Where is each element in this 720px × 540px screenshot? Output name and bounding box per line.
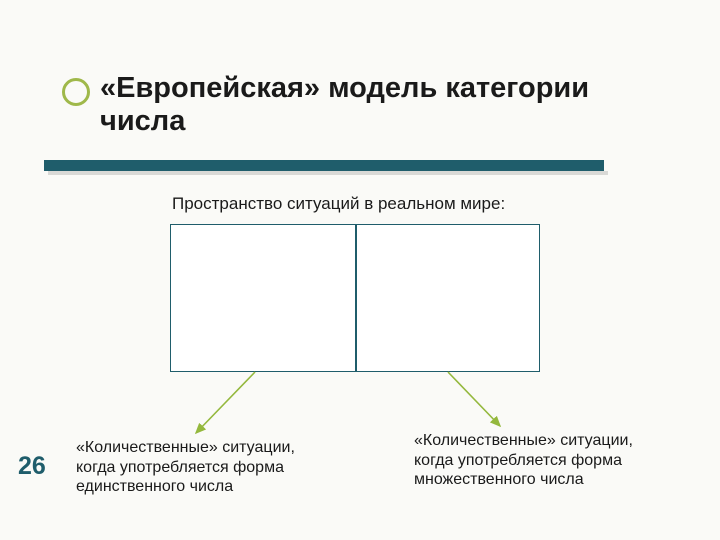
caption-right: «Количественные» ситуации, когда употреб… xyxy=(414,431,649,490)
page-number: 26 xyxy=(18,452,46,481)
caption-left: «Количественные» ситуации, когда употреб… xyxy=(76,438,311,497)
diagram-divider xyxy=(355,225,357,371)
subtitle: Пространство ситуаций в реальном мире: xyxy=(172,194,505,214)
bullet-icon xyxy=(62,78,90,106)
slide-title: «Европейская» модель категории числа xyxy=(100,72,660,139)
title-underline xyxy=(44,160,604,171)
diagram-box xyxy=(170,224,540,372)
title-underline-shadow xyxy=(48,171,608,175)
slide: «Европейская» модель категории числа Про… xyxy=(0,0,720,540)
